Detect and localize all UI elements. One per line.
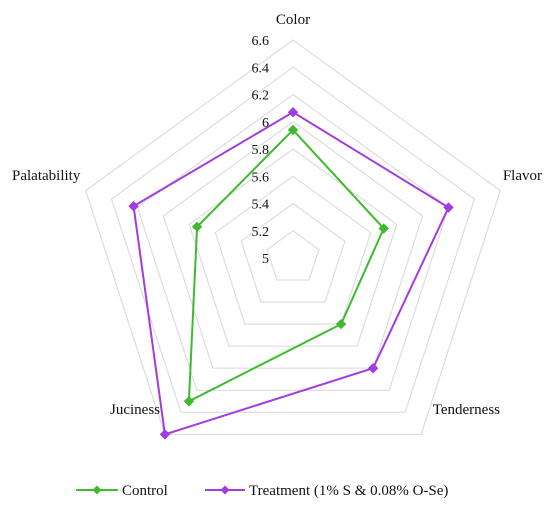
grid-ring-5-2 [266,229,320,281]
tick-label-6-2: 6.2 [252,89,270,104]
grid-ring-6-6 [84,39,502,435]
series-line-treatment-1-s-0-08-o-se [132,111,450,436]
legend-item-control: Control [76,483,168,499]
tick-label-6: 6 [262,116,269,131]
series-line-control [187,128,385,403]
legend: Control Treatment (1% S & 0.08% O-Se) [76,483,448,499]
legend-label-control: Control [122,483,168,499]
legend-item-treatment-1-s-0-08-o-se: Treatment (1% S & 0.08% O-Se) [205,483,448,499]
legend-marker-treatment-1-s-0-08-o-se [220,485,230,495]
axis-label-tenderness: Tenderness [433,402,500,418]
data-point-control-palatability [191,221,203,233]
series-control [183,124,389,407]
tick-label-5-4: 5.4 [252,198,270,213]
grid-ring-5-6 [214,175,372,325]
axis-label-flavor: Flavor [503,168,542,184]
tick-label-6-4: 6.4 [252,61,270,76]
tick-label-5-2: 5.2 [252,225,270,240]
radial-tick-labels: 5 5.2 5.4 5.6 5.8 6 6.2 6.4 6.6 [252,34,270,267]
legend-marker-control [92,485,102,495]
tick-label-5-8: 5.8 [252,143,270,158]
grid-ring-6 [162,120,424,369]
radar-grid [84,39,502,435]
grid-ring-6-4 [110,66,476,413]
tick-label-5-6: 5.6 [252,170,270,185]
axis-label-juciness: Juciness [110,402,160,418]
series-layer [128,106,454,440]
data-point-treatment-1-s-0-08-o-se-color [287,106,299,118]
axis-labels: Color Flavor Tenderness Juciness Palatabilit… [12,12,542,418]
data-point-treatment-1-s-0-08-o-se-juciness [159,429,171,440]
axis-label-color: Color [276,12,310,28]
axis-label-palatability: Palatability [12,168,81,184]
data-point-treatment-1-s-0-08-o-se-tenderness [367,362,379,374]
data-point-control-tenderness [335,318,347,330]
data-point-treatment-1-s-0-08-o-se-flavor [443,202,454,213]
data-point-control-color [287,124,299,136]
legend-label-treatment-1-s-0-08-o-se: Treatment (1% S & 0.08% O-Se) [249,483,448,499]
tick-label-6-6: 6.6 [252,34,270,49]
grid-ring-5-8 [188,148,398,347]
data-point-treatment-1-s-0-08-o-se-palatability [128,200,139,212]
grid-ring-5-4 [240,202,346,303]
series-treatment-1-s-0-08-o-se [128,106,454,440]
data-point-control-flavor [378,223,389,234]
data-point-control-juciness [183,396,195,407]
tick-label-5: 5 [262,252,269,267]
